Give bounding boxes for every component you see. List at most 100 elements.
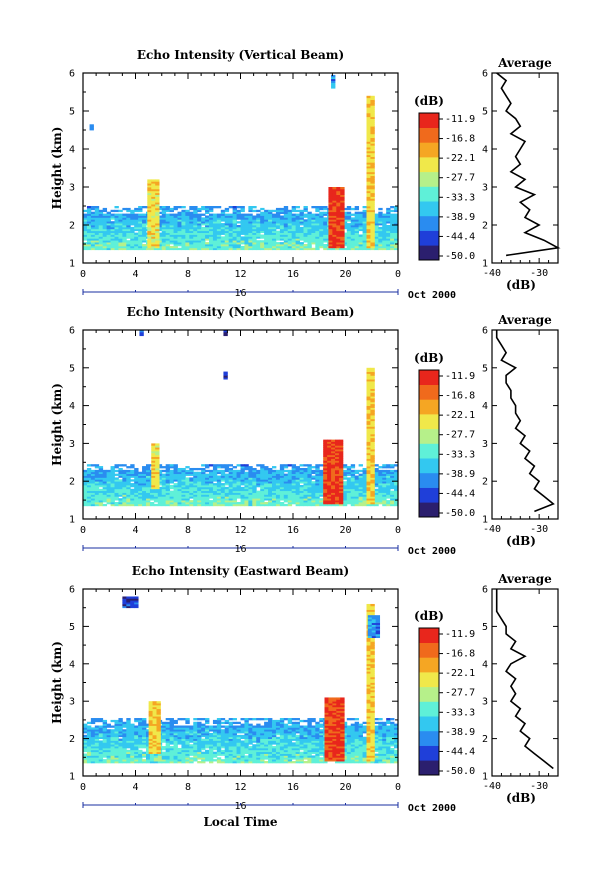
heatmap-cell (161, 481, 167, 484)
heatmap-cell (275, 230, 281, 233)
heatmap-cell (291, 467, 297, 471)
heatmap-cell (327, 456, 332, 459)
heatmap-cell (185, 746, 190, 749)
heatmap-cell (212, 215, 218, 218)
heatmap-cell (106, 238, 111, 241)
heatmap-cell (315, 247, 320, 251)
heatmap-cell (94, 206, 100, 209)
heatmap-cell (319, 469, 324, 473)
heatmap-cell (315, 498, 320, 501)
y-tick-label: 2 (69, 221, 75, 232)
heatmap-cell (86, 221, 92, 224)
heatmap-cell (228, 471, 234, 475)
colorbar: (dB)-11.9-16.8-22.1-27.7-33.3-38.9-44.4-… (414, 351, 475, 519)
heatmap-cell (279, 496, 285, 499)
heatmap-cell (283, 494, 289, 497)
heatmap-cell (165, 488, 171, 492)
heatmap-cell (331, 443, 336, 446)
heatmap-cell (342, 501, 348, 505)
heatmap-cell (248, 234, 253, 237)
x-tick-label: 12 (234, 525, 246, 536)
heatmap-cell (303, 230, 308, 233)
heatmap-cell (90, 488, 96, 492)
heatmap-cell (346, 473, 352, 476)
heatmap-cell (86, 751, 92, 754)
heatmap-cell (155, 469, 160, 473)
heatmap-cell (138, 736, 143, 739)
heatmap-cell (327, 475, 332, 478)
heatmap-cell (283, 230, 289, 233)
heatmap-cell (86, 228, 92, 232)
heatmap-cell (311, 232, 316, 235)
heatmap-cell (151, 219, 156, 222)
heatmap-cell (189, 734, 194, 738)
heatmap-cell (378, 228, 383, 232)
heatmap-cell (126, 469, 131, 473)
heatmap-cell (151, 479, 156, 482)
heatmap-cell (173, 236, 178, 239)
heatmap-cell (328, 217, 333, 220)
heatmap-cell (110, 492, 115, 495)
colorbar-swatch (419, 472, 439, 488)
heatmap-cell (90, 215, 96, 218)
heatmap-cell (153, 761, 159, 764)
heatmap-cell (319, 484, 324, 488)
heatmap-cell (319, 477, 324, 480)
heatmap-cell (252, 488, 257, 492)
heatmap-cell (331, 496, 336, 499)
heatmap-cell (370, 143, 375, 146)
heatmap-cell (142, 753, 147, 756)
heatmap-cell (212, 221, 218, 224)
heatmap-cell (256, 244, 261, 247)
heatmap-cell (86, 747, 92, 751)
heatmap-cell (161, 740, 167, 743)
heatmap-cell (110, 477, 115, 480)
heatmap-cell (248, 219, 253, 222)
heatmap-cell (138, 496, 143, 499)
heatmap-cell (287, 223, 293, 226)
heatmap-cell (165, 479, 171, 482)
heatmap-cell (390, 219, 395, 222)
heatmap-cell (155, 481, 160, 484)
heatmap-cell (102, 469, 108, 473)
heatmap-cell (224, 244, 230, 247)
heatmap-cell (193, 240, 198, 243)
heatmap-cell (295, 496, 300, 499)
heatmap-cell (338, 475, 344, 478)
heatmap-cell (338, 479, 344, 482)
heatmap-cell (394, 223, 399, 226)
heatmap-cell (126, 228, 131, 232)
heatmap-cell (106, 738, 111, 741)
heatmap-cell (165, 492, 171, 495)
heatmap-cell (165, 749, 171, 753)
heatmap-cell (228, 217, 234, 220)
heatmap-cell (366, 118, 371, 121)
heatmap-cell (327, 449, 332, 452)
heatmap-cell (106, 761, 111, 764)
heatmap-cell (161, 226, 167, 230)
heatmap-cell (193, 501, 198, 505)
heatmap-cell (244, 236, 249, 239)
heatmap-cell (165, 721, 171, 725)
heatmap-cell (212, 473, 218, 476)
heatmap-cell (94, 725, 100, 728)
heatmap-cell (205, 219, 210, 222)
heatmap-cell (102, 486, 108, 490)
heatmap-cell (272, 242, 277, 245)
heatmap-cell (366, 500, 371, 503)
heatmap-cell (134, 488, 139, 492)
heatmap-cell (90, 729, 96, 732)
heatmap-cell (181, 755, 186, 758)
heatmap-cell (350, 234, 356, 237)
heatmap-cell (165, 757, 171, 760)
heatmap-cell (209, 206, 214, 209)
heatmap-cell (224, 469, 230, 473)
heatmap-cell (181, 467, 186, 471)
heatmap-cell (153, 759, 159, 762)
heatmap-cell (307, 232, 312, 235)
heatmap-cell (370, 367, 375, 371)
heatmap-cell (90, 475, 96, 478)
heatmap-cell (94, 492, 100, 495)
heatmap-cell (90, 732, 96, 736)
heatmap-cell (205, 247, 210, 251)
